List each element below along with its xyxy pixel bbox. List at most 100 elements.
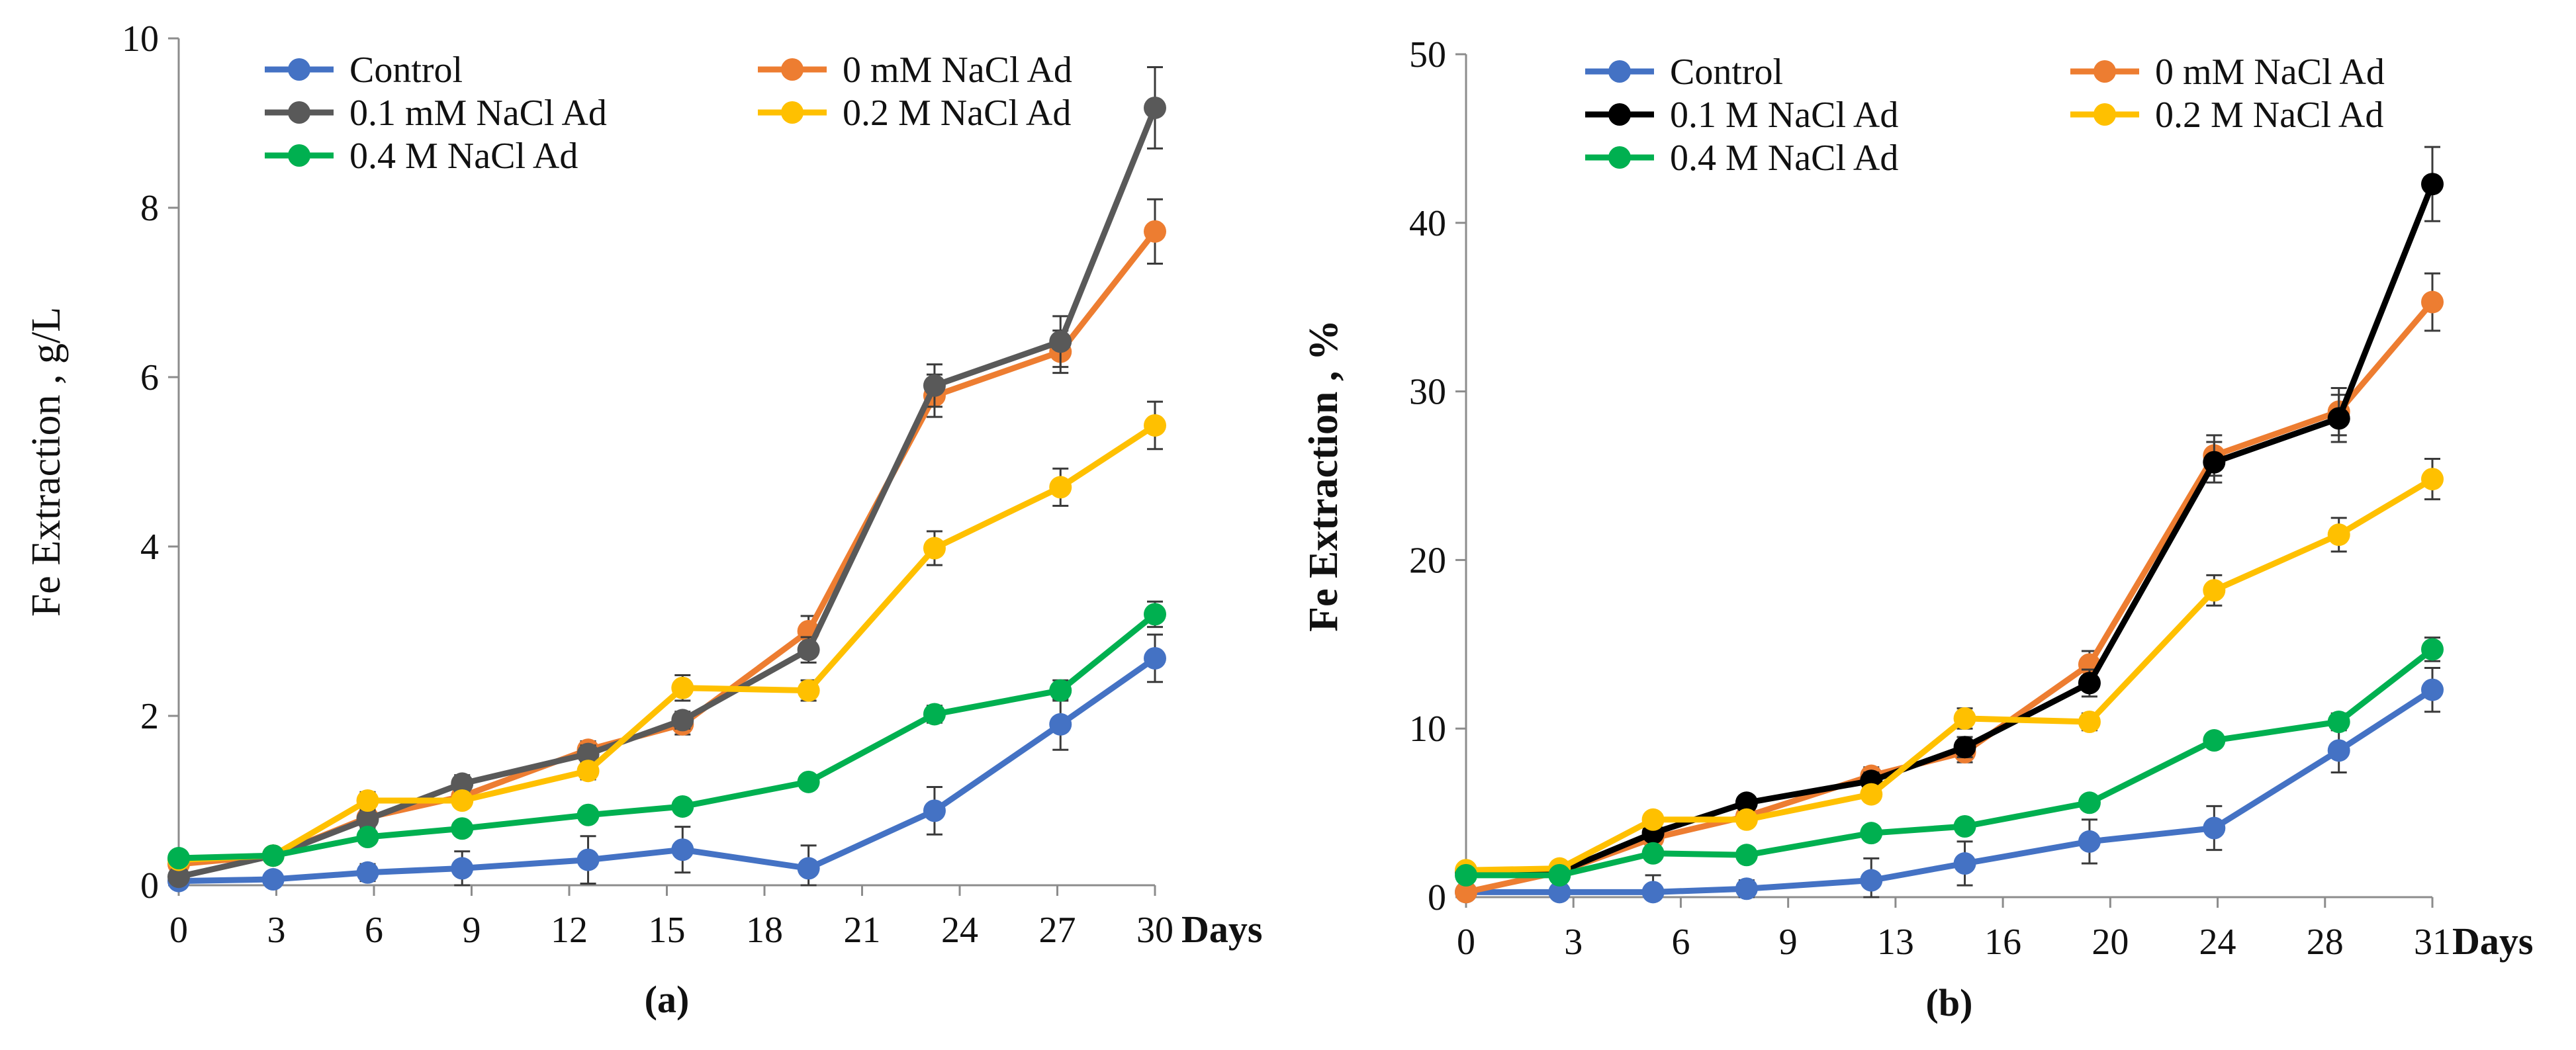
legend-label: 0 mM NaCl Ad [2155, 52, 2385, 93]
data-point [1953, 707, 1976, 730]
data-point [2327, 711, 2350, 734]
y-tick-label: 30 [1409, 372, 1446, 413]
data-point [923, 374, 946, 397]
legend-label: 0 mM NaCl Ad [843, 50, 1072, 91]
x-tick-label: 18 [746, 910, 783, 951]
data-point [451, 772, 474, 795]
series-4 [167, 600, 1166, 870]
data-point [2203, 451, 2226, 474]
series-line [1465, 476, 2434, 873]
data-point [1641, 808, 1665, 831]
data-point [671, 795, 694, 818]
data-point [576, 848, 600, 871]
data-point [2421, 173, 2444, 196]
x-axis-title: Days [2452, 920, 2533, 963]
x-axis-title: Days [1181, 908, 1262, 951]
data-point [1953, 852, 1976, 875]
series-1 [1455, 272, 2444, 904]
data-point [671, 838, 694, 861]
data-point [671, 709, 694, 732]
series-3 [167, 400, 1166, 871]
legend-marker [2093, 60, 2116, 83]
data-point [923, 799, 946, 822]
data-point [2078, 791, 2101, 814]
legend-label: 0.2 M NaCl Ad [2155, 95, 2383, 136]
data-point [2421, 638, 2444, 661]
x-tick-label: 9 [1779, 922, 1798, 963]
data-point [797, 857, 820, 880]
x-tick-label: 6 [365, 910, 383, 951]
series-line [1466, 646, 2434, 879]
series-line [1466, 687, 2434, 895]
y-tick-label: 2 [140, 696, 159, 737]
legend-label: 0.2 M NaCl Ad [843, 93, 1071, 134]
x-tick-label: 12 [551, 910, 588, 951]
data-point [2327, 523, 2350, 547]
data-point [2078, 711, 2101, 734]
data-point [797, 638, 820, 662]
data-point [1144, 220, 1166, 243]
series-0 [1455, 666, 2444, 904]
data-point [1860, 822, 1883, 845]
data-point [1049, 330, 1072, 353]
chart-panel-b: 0 10 20 30 40 50 0 3 6 9 13 16 20 24 28 31 Fe Extraction… [1301, 34, 2533, 1024]
legend-label: Control [1670, 52, 1783, 93]
x-tick-label: 13 [1877, 922, 1914, 963]
legend-label: Control [349, 50, 463, 91]
legend-label: 0.4 M NaCl Ad [1670, 138, 1898, 179]
data-point [167, 865, 190, 889]
series-line [178, 656, 1157, 885]
series-1 [167, 198, 1166, 875]
legend-marker [1608, 103, 1631, 126]
data-point [2203, 816, 2226, 840]
data-point [1144, 96, 1166, 119]
data-point [356, 826, 379, 849]
legend-marker [1608, 146, 1631, 169]
series-0 [167, 633, 1166, 893]
panel-caption: (a) [645, 978, 690, 1021]
x-tick-label: 24 [2199, 922, 2236, 963]
data-point [356, 861, 379, 884]
data-point [1455, 881, 1477, 904]
data-point [797, 770, 820, 793]
data-point [2327, 407, 2350, 430]
data-point [576, 803, 600, 826]
data-point [451, 817, 474, 840]
data-point [1548, 863, 1571, 887]
y-tick-label: 4 [140, 527, 159, 568]
data-point [167, 847, 190, 870]
x-tick-label: 3 [267, 910, 286, 951]
legend-label: 0.4 M NaCl Ad [349, 136, 578, 177]
legend-marker [781, 58, 804, 81]
data-point [923, 703, 946, 726]
data-point [1735, 877, 1758, 900]
legend-marker [288, 144, 310, 167]
x-tick-label: 30 [1136, 910, 1173, 951]
legend-marker [288, 58, 310, 81]
data-point [451, 857, 474, 880]
series-3 [1455, 458, 2444, 882]
data-point [451, 789, 474, 812]
data-point [576, 760, 600, 783]
data-point [2078, 830, 2101, 853]
y-tick-label: 10 [122, 19, 159, 60]
legend-marker [2093, 103, 2116, 126]
series-line [178, 423, 1157, 863]
data-point [1641, 842, 1665, 865]
data-point [1953, 736, 1976, 759]
x-tick-label: 16 [1984, 922, 2021, 963]
data-point [1049, 713, 1072, 736]
data-point [1953, 814, 1976, 838]
data-point [923, 537, 946, 560]
data-point [1735, 791, 1758, 814]
series-line [178, 611, 1157, 861]
data-point [1144, 414, 1166, 437]
data-point [2203, 579, 2226, 602]
data-point [1735, 808, 1758, 831]
y-axis-title: Fe Extraction , % [1301, 320, 1346, 632]
legend-marker [1608, 60, 1631, 83]
y-tick-label: 6 [140, 357, 159, 398]
data-point [1860, 869, 1883, 892]
y-tick-label: 0 [140, 865, 159, 906]
x-tick-label: 6 [1671, 922, 1690, 963]
